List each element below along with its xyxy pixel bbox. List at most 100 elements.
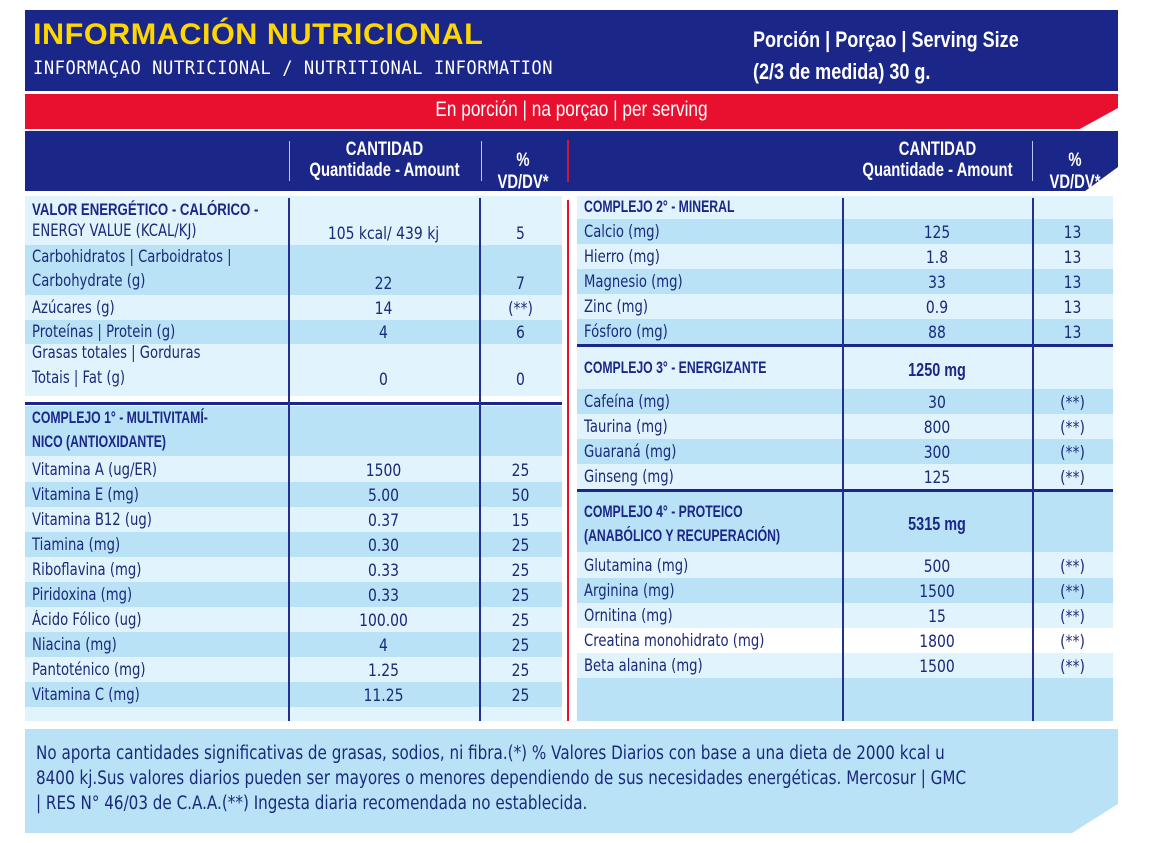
red-column-divider bbox=[567, 140, 569, 182]
row-dv: 0 bbox=[516, 370, 525, 390]
table-row-complex2-header: COMPLEJO 2° - MINERAL bbox=[577, 196, 1113, 219]
row-dv: (**) bbox=[1060, 582, 1085, 602]
row-amount: 22 bbox=[374, 274, 393, 294]
table-row-vitamin-e: Vitamina E (mg) 5.00 50 bbox=[25, 482, 562, 507]
row-dv: 25 bbox=[511, 611, 530, 631]
table-row-zinc: Zinc (mg) 0.9 13 bbox=[577, 294, 1113, 319]
row-dv: (**) bbox=[1060, 393, 1085, 413]
table-row-fosforo: Fósforo (mg) 88 13 bbox=[577, 319, 1113, 344]
row-amount: 1800 bbox=[919, 632, 955, 652]
table-row-energy: VALOR ENERGÉTICO - CALÓRICO - ENERGY VAL… bbox=[25, 196, 562, 245]
row-dv: 25 bbox=[511, 536, 530, 556]
table-row-piridoxina: Piridoxina (mg) 0.33 25 bbox=[25, 582, 562, 607]
row-dv: 13 bbox=[1063, 298, 1082, 318]
section-total: 5315 mg bbox=[908, 514, 966, 534]
row-label: Piridoxina (mg) bbox=[32, 585, 133, 604]
row-dv: (**) bbox=[1060, 632, 1085, 652]
complex4-title-line1: COMPLEJO 4° - PROTEICO bbox=[584, 502, 743, 521]
row-dv: 13 bbox=[1063, 273, 1082, 293]
section-title: COMPLEJO 2° - MINERAL bbox=[584, 197, 735, 216]
row-label: Beta alanina (mg) bbox=[584, 656, 703, 675]
amount-header-line1: CANTIDAD bbox=[345, 139, 424, 160]
row-label: Cafeína (mg) bbox=[584, 392, 670, 411]
energy-label-line1: VALOR ENERGÉTICO - CALÓRICO - bbox=[32, 201, 259, 219]
row-amount: 30 bbox=[928, 393, 946, 413]
complex1-title-line2: NICO (ANTIOXIDANTE) bbox=[32, 432, 166, 451]
row-dv: 25 bbox=[511, 686, 530, 706]
row-amount: 0.37 bbox=[367, 511, 400, 531]
row-dv: (**) bbox=[1060, 418, 1085, 438]
complex1-title-line1: COMPLEJO 1° - MULTIVITAMÍ- bbox=[32, 408, 208, 427]
table-row-vitamin-b12: Vitamina B12 (ug) 0.37 15 bbox=[25, 507, 562, 532]
row-label: Carbohidratos | Carboidratos | Carbohydr… bbox=[32, 245, 232, 293]
section-divider bbox=[577, 344, 1113, 347]
table-row-empty bbox=[577, 678, 1113, 721]
per-serving-banner: En porción | na porçao | per serving bbox=[25, 94, 1118, 129]
row-label: Vitamina E (mg) bbox=[32, 485, 139, 504]
table-row-niacina: Niacina (mg) 4 25 bbox=[25, 632, 562, 657]
row-label: Tiamina (mg) bbox=[32, 535, 121, 554]
row-label: Magnesio (mg) bbox=[584, 272, 683, 291]
row-amount: 4 bbox=[379, 636, 388, 656]
row-label: Ácido Fólico (ug) bbox=[32, 610, 142, 629]
page-subtitle: INFORMAÇAO NUTRICIONAL / NUTRITIONAL INF… bbox=[33, 57, 554, 79]
title-banner: INFORMACIÓN NUTRICIONAL INFORMAÇAO NUTRI… bbox=[25, 10, 1118, 91]
section-title: COMPLEJO 3° - ENERGIZANTE bbox=[584, 358, 767, 377]
row-dv: 13 bbox=[1063, 223, 1082, 243]
table-row-riboflavina: Riboflavina (mg) 0.33 25 bbox=[25, 557, 562, 582]
row-label: Vitamina C (mg) bbox=[32, 685, 140, 704]
per-serving-label: En porción | na porçao | per serving bbox=[435, 98, 708, 121]
row-amount: 105 kcal/ 439 kj bbox=[327, 224, 440, 244]
row-dv: 25 bbox=[511, 661, 530, 681]
column-divider bbox=[289, 141, 290, 181]
fat-label-line1: Grasas totales | Gorduras bbox=[32, 343, 201, 362]
row-label: Grasas totales | Gorduras Totais | Fat (… bbox=[32, 340, 200, 390]
amount-column-header-left: CANTIDAD Quantidade - Amount bbox=[309, 139, 460, 181]
table-row-vitamin-c: Vitamina C (mg) 11.25 25 bbox=[25, 682, 562, 707]
row-label: Glutamina (mg) bbox=[584, 556, 689, 575]
table-row-complex1-header: COMPLEJO 1° - MULTIVITAMÍ- NICO (ANTIOXI… bbox=[25, 406, 562, 456]
section-total: 1250 mg bbox=[908, 360, 966, 380]
table-row-calcio: Calcio (mg) 125 13 bbox=[577, 219, 1113, 244]
table-row-complex3-header: COMPLEJO 3° - ENERGIZANTE 1250 mg bbox=[577, 347, 1113, 389]
serving-size: Porción | Porçao | Serving Size (2/3 de … bbox=[753, 24, 1019, 88]
row-dv: (**) bbox=[1060, 657, 1085, 677]
row-label: Guaraná (mg) bbox=[584, 442, 677, 461]
section-title: COMPLEJO 1° - MULTIVITAMÍ- NICO (ANTIOXI… bbox=[32, 406, 208, 454]
row-dv: 13 bbox=[1063, 323, 1082, 343]
table-row-acido-folico: Ácido Fólico (ug) 100.00 25 bbox=[25, 607, 562, 632]
table-row-glutamina: Glutamina (mg) 500 (**) bbox=[577, 552, 1113, 578]
row-amount: 1.8 bbox=[925, 248, 949, 268]
table-row-creatina: Creatina monohidrato (mg) 1800 (**) bbox=[577, 628, 1113, 653]
row-label: Ginseng (mg) bbox=[584, 467, 674, 486]
column-divider bbox=[288, 198, 290, 721]
table-row-taurina: Taurina (mg) 800 (**) bbox=[577, 414, 1113, 439]
dv-column-header-left: % VD/DV* bbox=[497, 150, 549, 193]
section-title: COMPLEJO 4° - PROTEICO (ANABÓLICO Y RECU… bbox=[584, 500, 780, 548]
row-dv: 25 bbox=[511, 636, 530, 656]
table-row-fat: Grasas totales | Gorduras Totais | Fat (… bbox=[25, 343, 562, 396]
row-dv: 5 bbox=[516, 224, 525, 244]
table-row-guarana: Guaraná (mg) 300 (**) bbox=[577, 439, 1113, 464]
column-divider bbox=[479, 198, 481, 721]
table-row-ornitina: Ornitina (mg) 15 (**) bbox=[577, 603, 1113, 628]
row-amount: 0.30 bbox=[367, 536, 400, 556]
row-dv: (**) bbox=[1060, 607, 1085, 627]
row-dv: (**) bbox=[1060, 443, 1085, 463]
fat-label-line2: Totais | Fat (g) bbox=[32, 368, 126, 387]
row-label: Fósforo (mg) bbox=[584, 322, 668, 341]
row-label: Creatina monohidrato (mg) bbox=[584, 631, 765, 650]
red-table-divider bbox=[567, 200, 569, 721]
row-amount: 33 bbox=[928, 273, 946, 293]
table-row-vitamin-a: Vitamina A (ug/ER) 1500 25 bbox=[25, 456, 562, 482]
row-dv: 25 bbox=[511, 461, 530, 481]
row-amount: 0 bbox=[379, 370, 388, 390]
row-label: Azúcares (g) bbox=[32, 298, 115, 317]
amount-header-line2: Quantidade - Amount bbox=[862, 160, 1013, 181]
column-divider bbox=[842, 198, 844, 721]
row-dv: 25 bbox=[511, 561, 530, 581]
row-dv: 13 bbox=[1063, 248, 1082, 268]
row-label: Zinc (mg) bbox=[584, 297, 649, 316]
row-label: Hierro (mg) bbox=[584, 247, 660, 266]
serving-size-value: (2/3 de medida) 30 g. bbox=[753, 59, 931, 84]
